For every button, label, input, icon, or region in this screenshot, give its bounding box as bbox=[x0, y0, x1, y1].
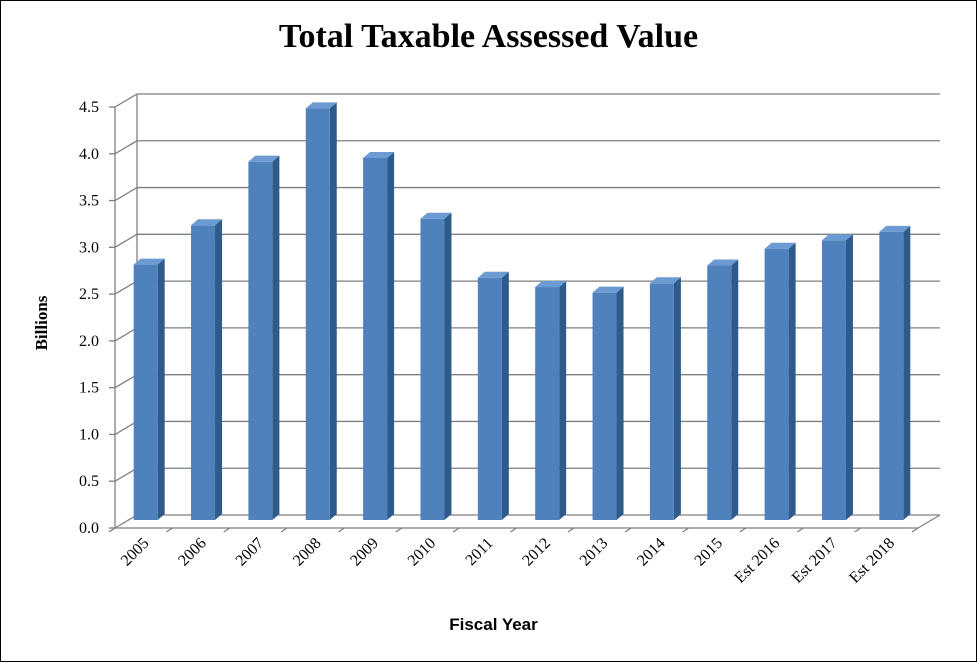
bar-top bbox=[821, 234, 853, 241]
y-tick-label: 2.5 bbox=[79, 286, 99, 303]
y-tick-label: 3.5 bbox=[79, 193, 99, 210]
x-tick-mark bbox=[567, 527, 575, 533]
x-tick-mark bbox=[108, 527, 116, 533]
x-tick-label: Est 2016 bbox=[731, 535, 783, 587]
bar-top bbox=[879, 225, 911, 232]
bar bbox=[707, 265, 732, 520]
side-gridline bbox=[114, 280, 138, 295]
bar-side bbox=[845, 234, 853, 520]
side-gridline bbox=[114, 233, 138, 248]
bar-top bbox=[248, 155, 280, 162]
bar-side bbox=[731, 259, 739, 520]
bar-side bbox=[215, 219, 223, 521]
x-tick-mark bbox=[739, 527, 747, 533]
x-tick-mark bbox=[854, 527, 862, 533]
bar-top bbox=[363, 151, 395, 158]
x-tick-label: Est 2017 bbox=[789, 535, 841, 587]
bar bbox=[305, 108, 330, 520]
x-tick-label: 2005 bbox=[118, 535, 153, 570]
x-tick-label: Est 2018 bbox=[846, 535, 898, 587]
side-gridline bbox=[114, 186, 138, 202]
bar-top bbox=[133, 258, 165, 265]
bar-top bbox=[477, 271, 509, 278]
x-tick-label: 2010 bbox=[405, 535, 440, 570]
y-tick-label: 3.0 bbox=[79, 239, 99, 256]
y-tick-label: 1.0 bbox=[79, 426, 99, 443]
bar bbox=[420, 218, 445, 521]
y-tick-label: 4.0 bbox=[79, 146, 99, 163]
side-gridline bbox=[114, 93, 138, 108]
y-tick-label: 2.0 bbox=[79, 333, 99, 350]
side-gridline bbox=[114, 420, 138, 436]
bar-side bbox=[501, 271, 509, 520]
x-tick-mark bbox=[223, 527, 231, 533]
y-tick-label: 4.5 bbox=[79, 99, 99, 116]
x-tick-mark bbox=[911, 527, 919, 533]
bar-top bbox=[535, 281, 567, 288]
x-tick-label: 2007 bbox=[233, 535, 268, 570]
bar bbox=[133, 264, 158, 520]
bar-side bbox=[559, 281, 567, 520]
bar bbox=[764, 248, 789, 520]
bar bbox=[592, 292, 617, 520]
bar-side bbox=[616, 286, 624, 520]
bar bbox=[649, 283, 674, 520]
bar bbox=[477, 277, 502, 520]
side-gridline bbox=[114, 374, 138, 389]
chart-title: Total Taxable Assessed Value bbox=[278, 18, 699, 55]
bar-top bbox=[420, 212, 452, 219]
bar-top bbox=[305, 102, 337, 109]
y-tick-label: 1.5 bbox=[79, 380, 99, 397]
x-tick-label: 2014 bbox=[634, 535, 669, 570]
x-tick-mark bbox=[338, 527, 345, 533]
x-tick-mark bbox=[452, 527, 460, 533]
bar-top bbox=[649, 277, 681, 284]
bar-side bbox=[272, 155, 280, 520]
side-gridline bbox=[114, 467, 138, 482]
x-tick-label: 2013 bbox=[577, 535, 612, 570]
x-tick-label: 2012 bbox=[519, 535, 554, 570]
bar bbox=[535, 287, 560, 520]
floor-edge bbox=[917, 514, 941, 529]
x-tick-label: 2015 bbox=[691, 535, 726, 570]
x-tick-mark bbox=[796, 527, 804, 533]
bar-top bbox=[191, 219, 223, 226]
bar bbox=[363, 157, 388, 520]
bar-side bbox=[329, 102, 337, 520]
x-tick-mark bbox=[510, 527, 517, 533]
bar-side bbox=[157, 258, 165, 520]
x-tick-mark bbox=[280, 527, 288, 533]
x-tick-label: 2009 bbox=[347, 535, 382, 570]
side-gridline bbox=[114, 327, 138, 342]
bar-side bbox=[673, 277, 681, 520]
bar bbox=[191, 225, 216, 521]
side-gridline bbox=[114, 140, 138, 155]
x-tick-label: 2011 bbox=[462, 535, 496, 569]
x-tick-label: 2008 bbox=[290, 535, 325, 570]
x-axis-label: Fiscal Year bbox=[449, 615, 538, 634]
bar-top bbox=[764, 242, 796, 249]
y-tick-label: 0.0 bbox=[79, 520, 99, 537]
x-tick-label: 2006 bbox=[175, 535, 210, 570]
x-tick-mark bbox=[395, 527, 403, 533]
bar bbox=[879, 231, 904, 521]
bar bbox=[248, 161, 273, 520]
bar-side bbox=[903, 225, 911, 521]
side-gridline bbox=[114, 514, 138, 529]
bar-top bbox=[707, 259, 739, 266]
bar-top bbox=[592, 286, 624, 293]
bar-side bbox=[387, 151, 395, 520]
x-tick-mark bbox=[165, 527, 173, 533]
x-tick-mark bbox=[624, 527, 632, 533]
y-tick-label: 0.5 bbox=[79, 473, 99, 490]
bar bbox=[821, 240, 846, 520]
bar-side bbox=[788, 242, 796, 520]
x-tick-mark bbox=[682, 527, 689, 533]
bar-side bbox=[444, 212, 452, 521]
